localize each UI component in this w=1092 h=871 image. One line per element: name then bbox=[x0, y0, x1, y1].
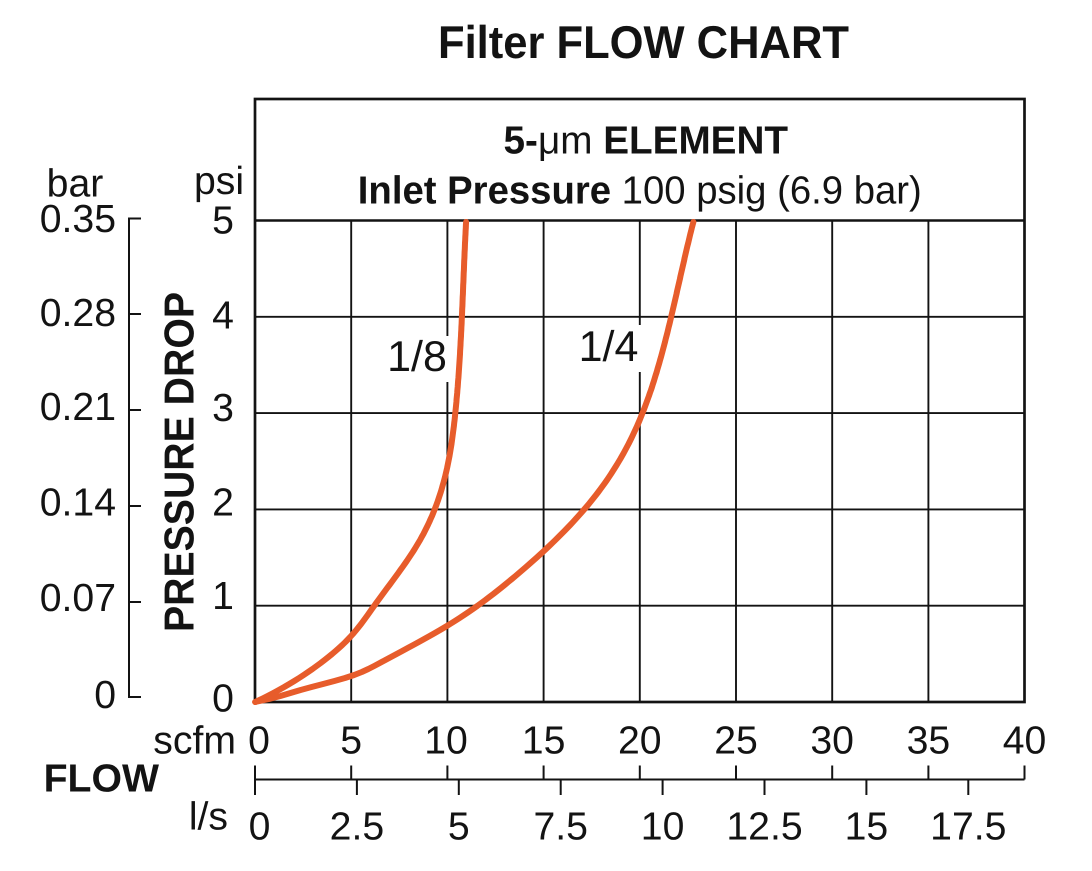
svg-text:0.21: 0.21 bbox=[40, 386, 116, 429]
svg-text:0: 0 bbox=[94, 674, 116, 717]
svg-text:0: 0 bbox=[248, 719, 270, 762]
svg-text:4: 4 bbox=[212, 295, 234, 338]
svg-text:20: 20 bbox=[618, 719, 662, 762]
svg-text:10: 10 bbox=[641, 806, 685, 849]
svg-text:40: 40 bbox=[1003, 719, 1047, 762]
svg-text:0.28: 0.28 bbox=[40, 292, 116, 335]
svg-text:2.5: 2.5 bbox=[330, 806, 384, 849]
svg-text:PRESSURE DROP: PRESSURE DROP bbox=[156, 292, 203, 632]
svg-text:l/s: l/s bbox=[189, 796, 228, 839]
svg-text:5: 5 bbox=[340, 719, 362, 762]
svg-text:35: 35 bbox=[907, 719, 951, 762]
svg-text:25: 25 bbox=[714, 719, 758, 762]
svg-text:15: 15 bbox=[845, 806, 889, 849]
svg-text:30: 30 bbox=[810, 719, 854, 762]
svg-text:15: 15 bbox=[522, 719, 566, 762]
svg-text:1: 1 bbox=[212, 575, 234, 618]
svg-text:Inlet Pressure 100 psig (6.9 b: Inlet Pressure 100 psig (6.9 bar) bbox=[358, 170, 922, 213]
svg-text:5: 5 bbox=[448, 806, 470, 849]
svg-text:2: 2 bbox=[212, 482, 234, 525]
svg-text:17.5: 17.5 bbox=[930, 806, 1006, 849]
svg-text:0: 0 bbox=[212, 678, 234, 721]
svg-text:0: 0 bbox=[249, 806, 271, 849]
svg-text:3: 3 bbox=[212, 387, 234, 430]
svg-text:FLOW: FLOW bbox=[44, 758, 159, 801]
svg-text:12.5: 12.5 bbox=[726, 806, 802, 849]
svg-text:0.07: 0.07 bbox=[40, 577, 116, 620]
svg-text:7.5: 7.5 bbox=[533, 806, 587, 849]
svg-text:0.35: 0.35 bbox=[40, 198, 116, 241]
svg-text:1/4: 1/4 bbox=[579, 323, 639, 371]
svg-text:Filter FLOW CHART: Filter FLOW CHART bbox=[438, 16, 849, 68]
svg-text:0.14: 0.14 bbox=[40, 482, 116, 525]
svg-text:5-μm ELEMENT: 5-μm ELEMENT bbox=[504, 120, 789, 163]
svg-text:1/8: 1/8 bbox=[387, 333, 447, 381]
svg-text:psi: psi bbox=[194, 160, 244, 203]
svg-text:10: 10 bbox=[424, 719, 468, 762]
svg-text:bar: bar bbox=[47, 163, 104, 206]
svg-text:5: 5 bbox=[212, 200, 234, 243]
svg-text:scfm: scfm bbox=[153, 719, 236, 762]
